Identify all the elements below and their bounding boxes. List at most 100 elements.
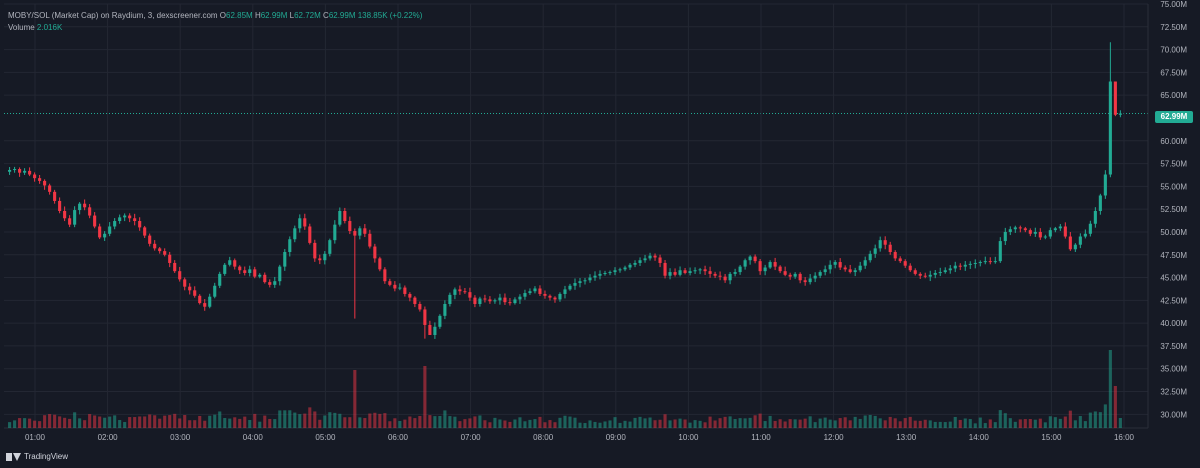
volume-bar <box>723 416 727 428</box>
volume-bar <box>563 415 567 428</box>
candle-down <box>313 242 317 259</box>
volume-bar <box>88 414 92 428</box>
volume-bar <box>268 418 272 428</box>
time-tick-label[interactable]: 15:00 <box>1041 433 1062 442</box>
volume-bar <box>253 413 257 428</box>
candle-down <box>778 266 782 272</box>
price-tick-label[interactable]: 72.50M <box>1160 23 1187 32</box>
candle-up <box>1088 223 1092 234</box>
candle-down <box>428 324 432 335</box>
time-tick-label[interactable]: 13:00 <box>896 433 917 442</box>
volume-bar <box>823 417 827 428</box>
volume-bar <box>613 417 617 428</box>
price-tick-label[interactable]: 75.00M <box>1160 0 1187 9</box>
tradingview-branding[interactable]: TradingView <box>6 452 68 461</box>
price-tick-label[interactable]: 67.50M <box>1160 68 1187 77</box>
time-tick-label[interactable]: 16:00 <box>1114 433 1135 442</box>
candle-down <box>38 178 42 181</box>
candle-down <box>368 233 372 247</box>
volume-bar <box>1113 386 1117 428</box>
price-tick-label[interactable]: 42.50M <box>1160 296 1187 305</box>
volume-bar <box>818 418 822 428</box>
volume-bar <box>188 420 192 428</box>
price-tick-label[interactable]: 70.00M <box>1160 46 1187 55</box>
candle-up <box>1078 236 1082 245</box>
candle-down <box>343 210 347 222</box>
volume-bar <box>193 420 197 428</box>
volume-bar <box>608 420 612 428</box>
candle-down <box>893 252 897 259</box>
time-tick-label[interactable]: 06:00 <box>388 433 409 442</box>
time-tick-label[interactable]: 09:00 <box>606 433 627 442</box>
candle-down <box>473 297 477 304</box>
volume-bar <box>1078 416 1082 428</box>
volume-bar <box>713 420 717 428</box>
price-tick-label[interactable]: 55.00M <box>1160 182 1187 191</box>
price-tick-label[interactable]: 50.00M <box>1160 228 1187 237</box>
candle-up <box>668 272 672 276</box>
volume-bar <box>513 419 517 428</box>
volume-bar <box>998 410 1002 428</box>
price-tick-label[interactable]: 60.00M <box>1160 137 1187 146</box>
volume-bar <box>173 413 177 428</box>
volume-bar <box>828 419 832 428</box>
time-tick-label[interactable]: 02:00 <box>98 433 119 442</box>
volume-bar <box>98 416 102 428</box>
price-axis[interactable]: 75.00M 72.50M 70.00M 67.50M 65.00M 60.00M 57.5… <box>1160 0 1187 419</box>
volume-bar <box>528 419 532 428</box>
candle-up <box>818 272 822 276</box>
volume-bar <box>848 420 852 428</box>
candle-down <box>98 226 102 238</box>
volume-bar <box>383 413 387 428</box>
price-tick-label[interactable]: 35.00M <box>1160 365 1187 374</box>
candle-up <box>588 277 592 281</box>
volume-bar <box>158 418 162 428</box>
volume-bar <box>918 420 922 428</box>
candle-down <box>1023 228 1027 231</box>
candle-up <box>338 210 342 225</box>
candle-up <box>283 252 287 267</box>
price-tick-label[interactable]: 30.00M <box>1160 410 1187 419</box>
candle-up <box>78 203 82 211</box>
time-tick-label[interactable]: 11:00 <box>751 433 771 442</box>
price-tick-label[interactable]: 65.00M <box>1160 91 1187 100</box>
candle-down <box>918 273 922 276</box>
volume-bar <box>503 420 507 428</box>
time-tick-label[interactable]: 04:00 <box>243 433 264 442</box>
price-tick-label[interactable]: 40.00M <box>1160 319 1187 328</box>
chart-grid <box>4 3 1149 429</box>
time-tick-label[interactable]: 08:00 <box>533 433 554 442</box>
price-tick-label[interactable]: 52.50M <box>1160 205 1187 214</box>
candle-up <box>688 271 692 273</box>
candle-down <box>463 291 467 293</box>
time-tick-label[interactable]: 07:00 <box>461 433 482 442</box>
candle-down <box>28 170 32 175</box>
candle-up <box>478 298 482 304</box>
price-tick-label[interactable]: 45.00M <box>1160 274 1187 283</box>
candle-down <box>363 228 367 234</box>
time-tick-label[interactable]: 01:00 <box>25 433 46 442</box>
time-axis[interactable]: 01:00 02:00 03:00 04:00 05:00 06:00 07:00 08:00… <box>25 433 1135 442</box>
candle-up <box>1073 244 1077 250</box>
volume-bar <box>363 418 367 428</box>
time-tick-label[interactable]: 05:00 <box>315 433 336 442</box>
candle-up <box>948 268 952 271</box>
candle-up <box>768 262 772 268</box>
time-tick-label[interactable]: 03:00 <box>170 433 191 442</box>
candle-down <box>783 271 787 275</box>
price-tick-label[interactable]: 37.50M <box>1160 342 1187 351</box>
price-tick-label[interactable]: 57.50M <box>1160 160 1187 169</box>
candle-down <box>168 254 172 263</box>
time-tick-label[interactable]: 12:00 <box>824 433 845 442</box>
volume-bar <box>553 422 557 428</box>
volume-bar <box>1028 419 1032 428</box>
time-tick-label[interactable]: 14:00 <box>969 433 990 442</box>
price-tick-label[interactable]: 32.50M <box>1160 388 1187 397</box>
volume-bar <box>708 416 712 428</box>
candle-up <box>573 283 577 286</box>
volume-bar <box>333 412 337 428</box>
time-tick-label[interactable]: 10:00 <box>678 433 699 442</box>
candle-up <box>288 239 292 253</box>
price-tick-label[interactable]: 47.50M <box>1160 251 1187 260</box>
